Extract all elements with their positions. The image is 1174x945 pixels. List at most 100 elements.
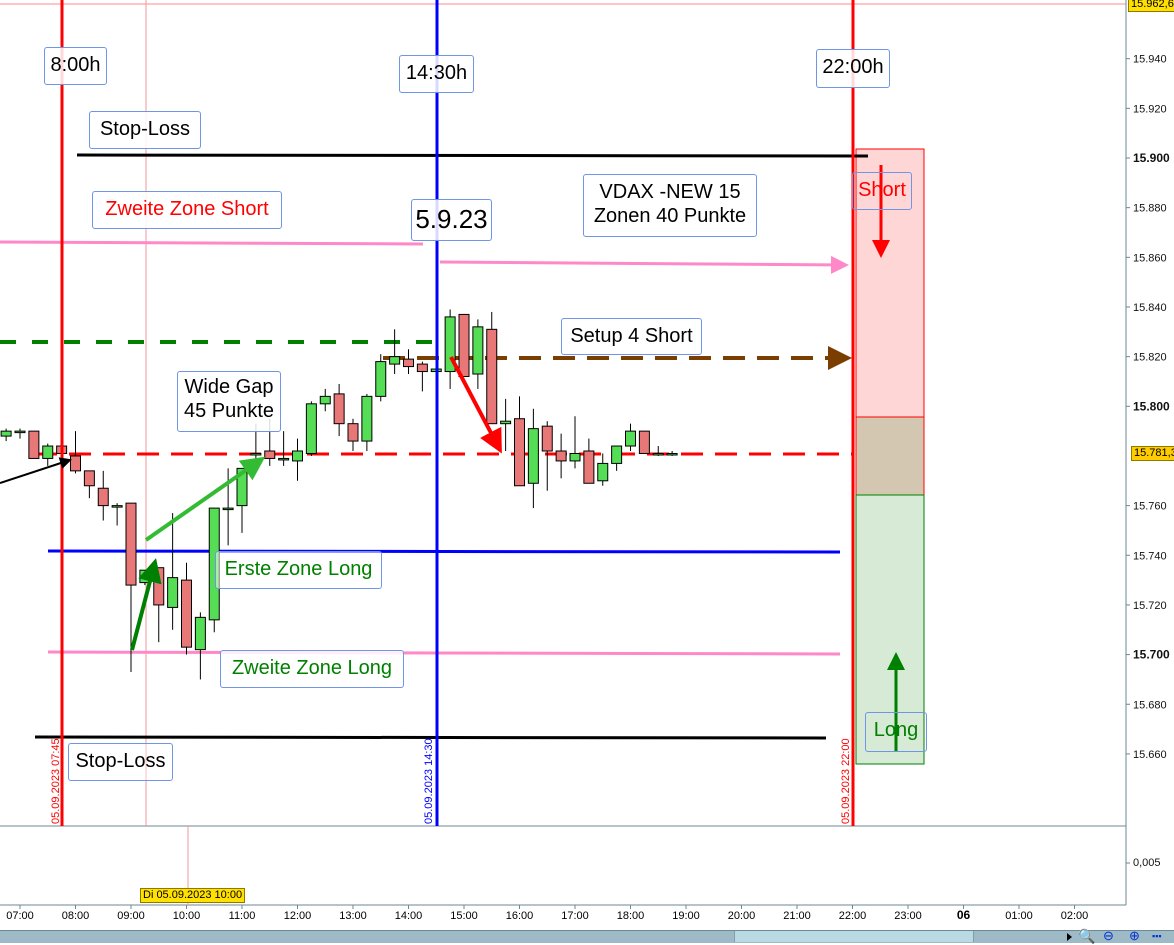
candle-body bbox=[194, 616, 206, 651]
label-zweite-zone-short: Zweite Zone Short bbox=[92, 191, 282, 229]
zoom-in-icon[interactable]: ⊕ bbox=[1129, 928, 1140, 943]
x-tick-label: 10:00 bbox=[173, 910, 201, 922]
candle bbox=[611, 445, 623, 471]
high-price-tag: 15.962,6 bbox=[1128, 0, 1174, 12]
candle-body bbox=[416, 363, 428, 373]
scroll-right-icon[interactable] bbox=[1067, 933, 1072, 941]
candle-body bbox=[666, 452, 678, 456]
x-tick-label: 18:00 bbox=[617, 910, 645, 922]
candle bbox=[472, 319, 484, 389]
candle bbox=[278, 431, 290, 466]
time-ticks: 07:00 08:00 09:00 10:00 11:00 12:00 13:00 14:00… bbox=[6, 905, 1088, 922]
candle bbox=[527, 408, 539, 509]
candle bbox=[652, 446, 664, 456]
candle bbox=[625, 423, 636, 451]
x-tick-label: 22:00 bbox=[839, 910, 867, 922]
candle-body bbox=[444, 316, 456, 373]
zoom-vertical-icon[interactable]: 🔍 bbox=[1078, 928, 1096, 944]
red-arrow bbox=[449, 356, 502, 454]
candle bbox=[305, 401, 317, 456]
candle bbox=[194, 612, 206, 680]
candle bbox=[555, 433, 567, 479]
y-tick-label: 15.740 bbox=[1133, 550, 1167, 562]
candle-body bbox=[652, 452, 664, 456]
label-zweite-zone-long: Zweite Zone Long bbox=[220, 650, 404, 688]
label-1430h: 14:30h bbox=[399, 55, 474, 93]
zoom-out-icon[interactable]: ⊖ bbox=[1103, 928, 1114, 943]
label-erste-zone-long: Erste Zone Long bbox=[215, 551, 382, 589]
price-ticks: 15.940 15.920 15.900 15.880 15.860 15.840 15.8… bbox=[1126, 54, 1170, 864]
candle-body bbox=[458, 313, 470, 378]
candle-body bbox=[597, 462, 609, 482]
candle bbox=[0, 428, 12, 442]
candle-body bbox=[361, 395, 373, 442]
candles bbox=[0, 309, 678, 680]
x-tick-label: 13:00 bbox=[339, 910, 367, 922]
candle bbox=[347, 418, 359, 451]
x-tick-label: 02:00 bbox=[1061, 910, 1089, 922]
x-tick-label: 12:00 bbox=[284, 910, 312, 922]
candle-body bbox=[333, 393, 345, 425]
x-tick-label: 06 bbox=[957, 908, 971, 922]
pink-level-left bbox=[0, 240, 424, 246]
vline-0745-label: 05.09.2023 07:45 bbox=[50, 738, 62, 824]
candle-body bbox=[70, 455, 81, 472]
candle bbox=[666, 450, 678, 456]
candle bbox=[153, 567, 165, 643]
label-long: Long bbox=[865, 712, 927, 752]
candle bbox=[514, 396, 525, 487]
horizontal-scrollbar[interactable]: 🔍 ⊖ ⊕ ▪▪▪ bbox=[0, 928, 1174, 944]
pink-arrow-right bbox=[439, 255, 849, 274]
wide-gap-line2: 45 Punkte bbox=[183, 400, 275, 422]
candle bbox=[486, 311, 498, 425]
y-tick-label: 15.860 bbox=[1133, 252, 1167, 264]
label-setup: Setup 4 Short bbox=[561, 318, 702, 355]
candle-body bbox=[319, 395, 331, 405]
candle-body bbox=[28, 430, 40, 459]
candle bbox=[458, 313, 470, 378]
candle bbox=[181, 562, 192, 655]
candle bbox=[97, 470, 109, 521]
x-tick-label: 15:00 bbox=[450, 910, 478, 922]
stop-loss-top-line bbox=[76, 153, 869, 158]
candle-body bbox=[486, 328, 498, 425]
y-tick-label: 15.760 bbox=[1133, 501, 1167, 513]
x-tick-label: 17:00 bbox=[561, 910, 589, 922]
x-tick-label: 19:00 bbox=[672, 910, 700, 922]
candle-body bbox=[569, 452, 581, 462]
fit-icon[interactable]: ▪▪▪ bbox=[1152, 931, 1162, 941]
candle-body bbox=[292, 450, 303, 462]
vline-2200-label: 05.09.2023 22:00 bbox=[840, 738, 852, 824]
x-tick-label: 16:00 bbox=[506, 910, 534, 922]
neutral-zone bbox=[855, 416, 925, 496]
candle bbox=[125, 502, 137, 672]
candle-body bbox=[389, 356, 401, 365]
candle-body bbox=[347, 423, 359, 442]
label-short: Short bbox=[852, 172, 912, 210]
y-tick-label: 15.940 bbox=[1133, 54, 1167, 66]
candle bbox=[167, 513, 179, 630]
candle bbox=[111, 503, 123, 526]
label-vdax: VDAX -NEW 15 Zonen 40 Punkte bbox=[583, 174, 757, 237]
y-tick-label: 15.660 bbox=[1133, 749, 1167, 761]
candle bbox=[569, 416, 581, 469]
light-green-arrow bbox=[144, 456, 266, 542]
x-tick-label: 01:00 bbox=[1005, 910, 1033, 922]
y-tick-label: 15.880 bbox=[1133, 203, 1167, 215]
candle-body bbox=[125, 502, 137, 586]
candle-body bbox=[111, 505, 123, 508]
x-tick-label: 11:00 bbox=[229, 910, 256, 922]
erste-zone-long-line bbox=[47, 549, 841, 554]
black-arrow bbox=[0, 457, 72, 484]
candle bbox=[292, 438, 303, 481]
wide-gap-line1: Wide Gap bbox=[184, 376, 274, 398]
y-tick-label: 15.700 bbox=[1133, 648, 1170, 662]
candle bbox=[14, 428, 26, 439]
candle bbox=[389, 329, 401, 375]
candle-body bbox=[181, 579, 192, 648]
candle-body bbox=[222, 507, 234, 511]
x-tick-label: 08:00 bbox=[62, 910, 90, 922]
candle bbox=[541, 421, 553, 491]
scrollbar-thumb[interactable] bbox=[734, 931, 974, 942]
